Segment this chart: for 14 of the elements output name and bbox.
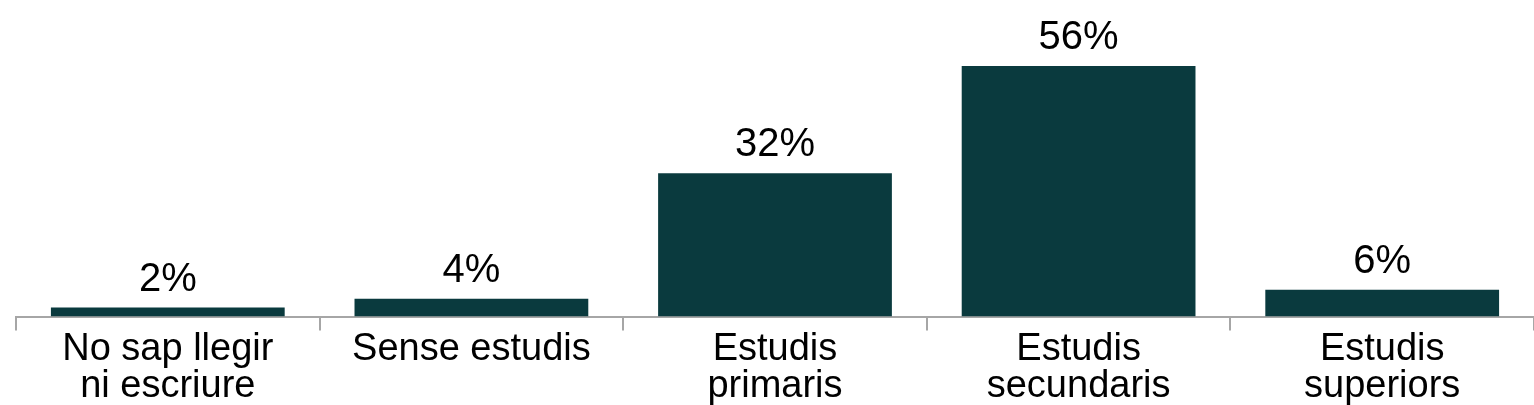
bar: [658, 173, 892, 317]
x-tick-label: Estudis primaris: [707, 325, 843, 405]
x-tick-label: Estudis secundaris: [986, 325, 1171, 405]
data-label: 32%: [734, 120, 816, 165]
bar: [354, 298, 589, 317]
x-tick-label: No sap llegir ni escriure: [62, 325, 274, 405]
data-label: 4%: [442, 245, 501, 290]
data-label: 6%: [1353, 236, 1412, 281]
bar: [961, 66, 1196, 317]
x-tick-label: Estudis superiors: [1304, 325, 1461, 405]
x-tick-label: Sense estudis: [352, 325, 591, 368]
bar: [1265, 289, 1500, 317]
data-label: 56%: [1038, 13, 1119, 58]
data-label: 2%: [138, 254, 197, 299]
